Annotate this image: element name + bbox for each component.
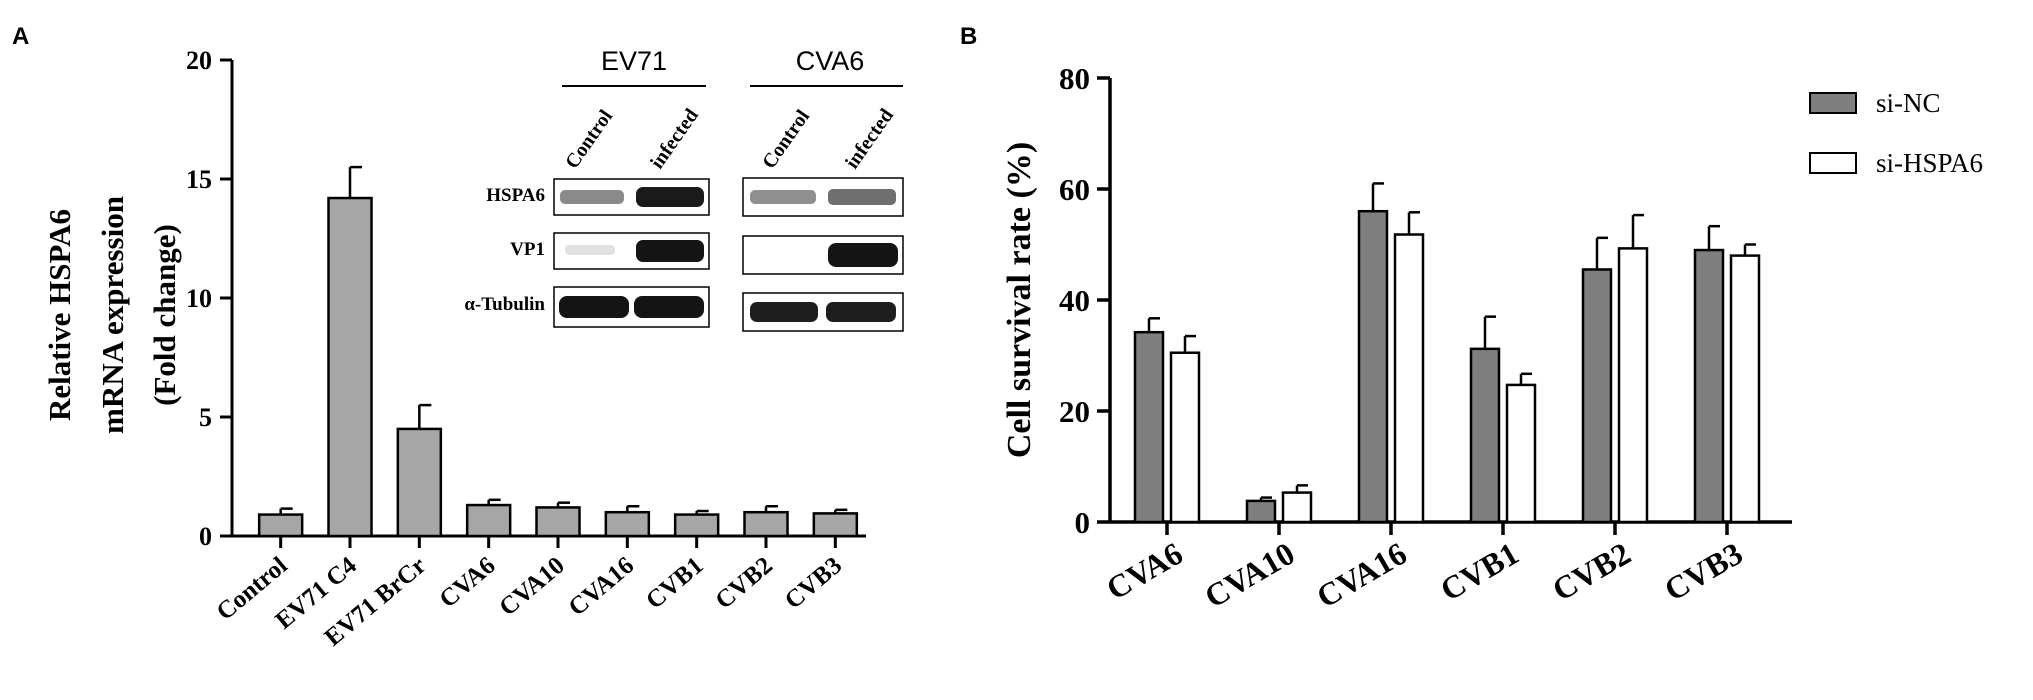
chart-a-bar bbox=[327, 196, 373, 538]
chart-a-x-tick-label: CVB1 bbox=[641, 552, 708, 615]
chart-b-bar bbox=[1245, 499, 1277, 524]
chart-b-bar bbox=[1169, 351, 1201, 524]
chart-a-bar bbox=[257, 513, 304, 538]
chart-b-bar bbox=[1581, 268, 1613, 524]
chart-a-bar bbox=[396, 427, 443, 538]
blot-lane-label: Control bbox=[561, 106, 617, 173]
chart-b-bar bbox=[1505, 383, 1537, 524]
panel-label-a: A bbox=[12, 23, 29, 50]
chart-b-x-tick-label: CVB2 bbox=[1546, 535, 1636, 608]
chart-a-ylabel-line3: (Fold change) bbox=[147, 224, 182, 406]
panel-label-b: B bbox=[960, 23, 977, 50]
blot-row-label-hspa6: HSPA6 bbox=[486, 185, 545, 206]
blot-band bbox=[636, 240, 704, 262]
chart-a-bar bbox=[604, 510, 651, 538]
chart-b-bar bbox=[1357, 209, 1389, 524]
chart-a: Relative HSPA6 mRNA expression (Fold cha… bbox=[42, 46, 866, 652]
chart-a-bar bbox=[465, 503, 512, 538]
chart-b-x-tick-label: CVA10 bbox=[1198, 535, 1300, 615]
chart-a-ylabel-line1: Relative HSPA6 bbox=[42, 209, 77, 421]
blot-group-ev71: EV71 bbox=[601, 46, 667, 76]
chart-a-y-tick-label: 5 bbox=[199, 403, 212, 432]
legend-label-si-nc: si-NC bbox=[1876, 88, 1941, 118]
blot-row-label-tubulin: α-Tubulin bbox=[464, 294, 545, 315]
chart-b-x-tick-label: CVA6 bbox=[1100, 535, 1188, 607]
chart-b-y-tick-label: 0 bbox=[1075, 505, 1091, 540]
chart-b-x-tick-label: CVB1 bbox=[1434, 535, 1524, 608]
legend-label-si-hspa6: si-HSPA6 bbox=[1876, 148, 1983, 178]
blot-group-cva6: CVA6 bbox=[796, 46, 865, 76]
chart-b-ylabel: Cell survival rate (%) bbox=[1001, 142, 1038, 458]
chart-b-x-tick-label: CVB3 bbox=[1658, 535, 1748, 608]
chart-a-bar bbox=[743, 510, 789, 538]
chart-a-x-tick-label: CVB2 bbox=[710, 552, 777, 615]
chart-a-ylabel-line2: mRNA expression bbox=[95, 196, 130, 434]
blot-lane-label: Control bbox=[758, 106, 814, 173]
chart-b-y-tick-label: 20 bbox=[1059, 394, 1090, 429]
blot-band bbox=[560, 190, 624, 204]
chart-b-bar bbox=[1281, 491, 1313, 524]
chart-a-bar bbox=[535, 506, 581, 538]
chart-a-x-tick-label: CVB3 bbox=[780, 552, 847, 615]
chart-b-bar bbox=[1617, 247, 1649, 524]
legend-swatch-si-nc bbox=[1809, 92, 1857, 114]
chart-b-y-tick-label: 80 bbox=[1059, 61, 1090, 96]
blot-lane-label: infected bbox=[841, 105, 898, 173]
chart-b-y-tick-label: 60 bbox=[1059, 172, 1090, 207]
blot-band bbox=[559, 296, 629, 318]
blot-band bbox=[636, 187, 704, 207]
chart-a-y-tick-label: 10 bbox=[186, 284, 212, 313]
legend: si-NC si-HSPA6 bbox=[1809, 88, 1983, 178]
chart-b-bar bbox=[1729, 254, 1761, 524]
blot-band bbox=[826, 302, 896, 322]
legend-swatch-si-hspa6 bbox=[1809, 152, 1857, 174]
chart-b-y-tick-label: 40 bbox=[1059, 283, 1090, 318]
blot-row-label-vp1: VP1 bbox=[510, 239, 545, 260]
chart-a-y-tick-label: 20 bbox=[186, 46, 212, 75]
blot-band bbox=[634, 296, 704, 318]
chart-a-x-tick-label: CVA10 bbox=[494, 552, 570, 622]
blot-band bbox=[750, 190, 816, 204]
blot-lane-label: infected bbox=[646, 105, 703, 173]
western-blot-inset: EV71 CVA6 Control infected Control infec… bbox=[464, 46, 904, 332]
chart-a-x-tick-label: CVA6 bbox=[435, 552, 501, 613]
chart-a-bar bbox=[673, 513, 720, 538]
chart-b-bar bbox=[1133, 330, 1165, 524]
chart-b-bar bbox=[1469, 347, 1501, 524]
chart-a-x-tick-label: CVA16 bbox=[564, 552, 640, 622]
chart-a-y-tick-label: 0 bbox=[199, 522, 212, 551]
blot-band bbox=[828, 189, 896, 205]
chart-b-x-tick-label: CVA16 bbox=[1310, 535, 1412, 615]
blot-band bbox=[750, 302, 818, 322]
chart-b-bar bbox=[1393, 233, 1425, 524]
chart-a-y-tick-label: 15 bbox=[186, 165, 212, 194]
chart-a-bar bbox=[812, 512, 859, 538]
blot-band bbox=[828, 243, 898, 267]
chart-b-bar bbox=[1693, 248, 1725, 524]
blot-band bbox=[565, 245, 615, 255]
